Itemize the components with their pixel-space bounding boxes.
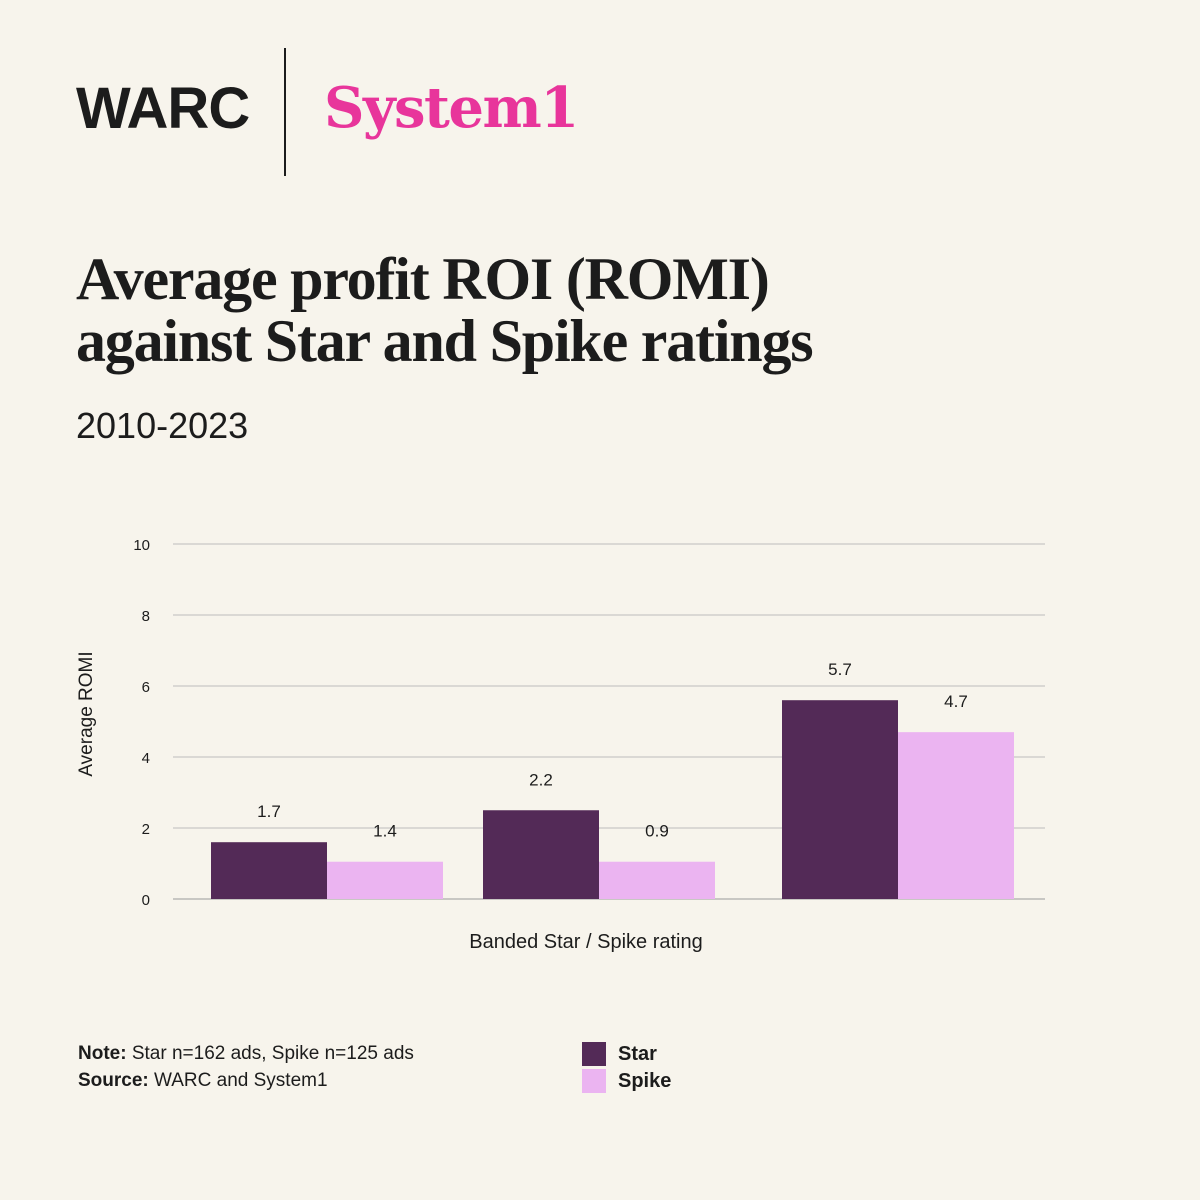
logo-divider: [284, 48, 286, 176]
bar-spike: [599, 861, 715, 899]
y-axis-label: Average ROMI: [76, 651, 97, 776]
bar-spike: [898, 732, 1014, 899]
bar-star: [211, 842, 327, 899]
data-label: 4.7: [944, 692, 968, 711]
chart-title: Average profit ROI (ROMI) against Star a…: [76, 248, 1136, 372]
data-label: 2.2: [529, 770, 553, 789]
system1-logo: System1: [324, 75, 579, 141]
data-label: 1.7: [257, 802, 281, 821]
legend-swatch-spike: [582, 1069, 606, 1093]
bar-star: [782, 700, 898, 899]
bar-chart: 0 2 4 6 8 10 1.7 2.2 5.7 1.4 0.9 4.7 Banded Star / S…: [76, 537, 1045, 953]
bar-star: [483, 810, 599, 899]
legend-swatch-star: [582, 1042, 606, 1066]
legend-item-star: Star: [582, 1042, 657, 1066]
source-text: WARC and System1: [148, 1070, 328, 1091]
y-tick-label: 0: [142, 892, 150, 909]
note-line: Note: Star n=162 ads, Spike n=125 ads: [78, 1044, 414, 1063]
source-label: Source:: [78, 1070, 149, 1091]
chart-subtitle: 2010-2023: [76, 405, 249, 446]
y-tick-label: 2: [142, 821, 150, 838]
legend-label-star: Star: [618, 1043, 657, 1065]
note-text: Star n=162 ads, Spike n=125 ads: [126, 1043, 414, 1064]
y-tick-label: 10: [133, 537, 150, 554]
chart-title-line-1: Average profit ROI (ROMI): [76, 246, 770, 312]
bar-spike: [327, 861, 443, 899]
source-line: Source: WARC and System1: [78, 1071, 328, 1090]
data-label: 0.9: [645, 822, 669, 841]
legend-label-spike: Spike: [618, 1070, 672, 1092]
data-label: 1.4: [373, 822, 397, 841]
data-label: 5.7: [828, 660, 852, 679]
chart-title-line-2: against Star and Spike ratings: [76, 308, 814, 374]
warc-logo: WARC: [76, 76, 250, 141]
y-tick-label: 4: [142, 750, 150, 767]
legend-item-spike: Spike: [582, 1069, 671, 1093]
y-tick-label: 6: [142, 679, 150, 696]
note-label: Note:: [78, 1043, 127, 1064]
y-tick-label: 8: [142, 608, 150, 625]
x-axis-label: Banded Star / Spike rating: [469, 931, 702, 953]
